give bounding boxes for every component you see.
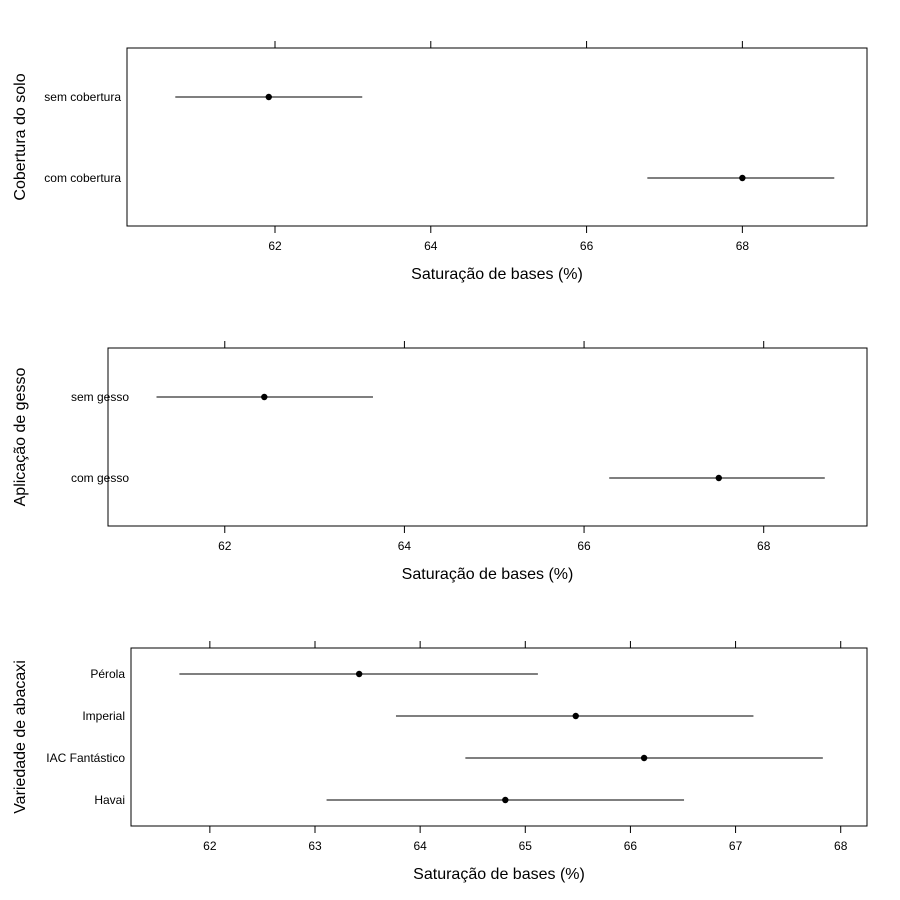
x-tick-label: 62	[268, 239, 282, 253]
x-axis-label: Saturação de bases (%)	[402, 566, 574, 583]
x-tick-label: 66	[580, 239, 594, 253]
x-tick-label: 62	[218, 539, 232, 553]
category-label: sem gesso	[71, 390, 129, 404]
x-axis-label: Saturação de bases (%)	[411, 266, 583, 283]
point-estimate	[640, 754, 648, 762]
category-label: sem cobertura	[44, 90, 121, 104]
category-label: com cobertura	[44, 171, 121, 185]
x-tick-label: 64	[424, 239, 438, 253]
x-tick-label: 64	[413, 839, 427, 853]
x-tick-label: 68	[736, 239, 750, 253]
point-estimate	[715, 474, 722, 482]
point-estimate	[502, 796, 509, 804]
category-label: com gesso	[71, 471, 129, 485]
x-tick-label: 68	[757, 539, 771, 553]
point-estimate	[261, 393, 268, 401]
x-axis-label: Saturação de bases (%)	[413, 866, 585, 883]
panel-frame	[130, 647, 868, 827]
chart-panel-1: 62 64 66 68 sem cobertura com cobertura Satura…	[12, 41, 868, 283]
y-axis-label: Aplicação de gesso	[12, 368, 29, 507]
point-estimate	[739, 174, 746, 182]
panel-frame	[126, 47, 868, 227]
chart-panel-3: 62 63 64 65 66 67 68 Pérola Imperial IAC Fantásti…	[12, 641, 868, 883]
point-estimate	[355, 670, 363, 678]
x-tick-label: 65	[519, 839, 533, 853]
panel-frame	[107, 347, 868, 527]
x-tick-label: 66	[577, 539, 591, 553]
x-tick-label: 64	[398, 539, 412, 553]
category-label: Havai	[94, 793, 125, 807]
point-estimate	[265, 93, 272, 101]
x-tick-label: 63	[308, 839, 322, 853]
x-tick-label: 66	[624, 839, 638, 853]
y-axis-label: Cobertura do solo	[12, 73, 29, 200]
x-tick-label: 67	[729, 839, 743, 853]
category-label: IAC Fantástico	[46, 751, 125, 765]
chart-panel-2: 62 64 66 68 sem gesso com gesso Saturação de b…	[12, 341, 868, 583]
x-tick-label: 62	[203, 839, 217, 853]
category-label: Imperial	[82, 709, 125, 723]
y-axis-label: Variedade de abacaxi	[12, 660, 29, 814]
x-tick-label: 68	[834, 839, 848, 853]
point-estimate	[572, 712, 579, 720]
category-label: Pérola	[90, 667, 125, 681]
